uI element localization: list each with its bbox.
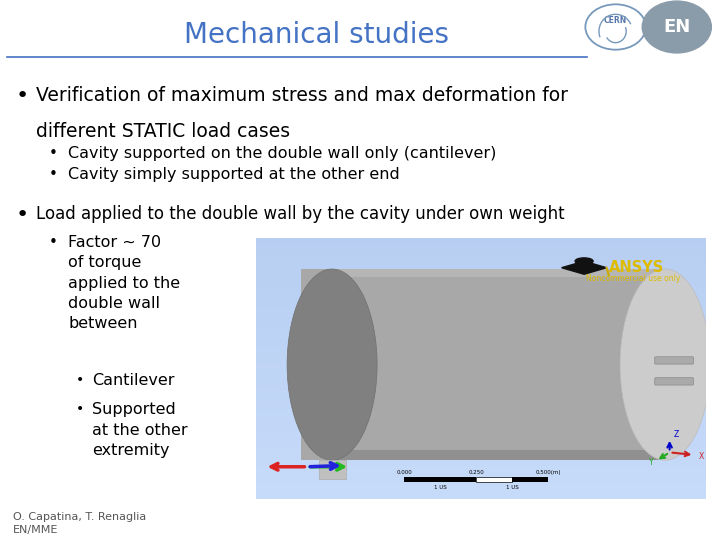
- FancyBboxPatch shape: [654, 377, 693, 385]
- Text: Cavity simply supported at the other end: Cavity simply supported at the other end: [68, 167, 400, 183]
- Text: Cantilever: Cantilever: [92, 373, 175, 388]
- Bar: [512, 477, 548, 482]
- Text: different STATIC load cases: different STATIC load cases: [36, 122, 290, 140]
- Text: X: X: [699, 452, 704, 461]
- Polygon shape: [332, 269, 665, 277]
- Bar: [404, 477, 476, 482]
- Ellipse shape: [575, 258, 593, 265]
- Text: Z: Z: [674, 429, 680, 438]
- Bar: [476, 477, 512, 482]
- Text: •: •: [16, 86, 29, 106]
- Ellipse shape: [287, 269, 377, 460]
- Text: 0.000: 0.000: [396, 470, 412, 475]
- Text: •: •: [49, 146, 58, 161]
- FancyBboxPatch shape: [654, 357, 693, 364]
- Text: •: •: [16, 205, 29, 225]
- Text: Y: Y: [649, 458, 654, 467]
- Text: Factor ~ 70
of torque
applied to the
double wall
between: Factor ~ 70 of torque applied to the dou…: [68, 235, 181, 332]
- Text: 0.500(m): 0.500(m): [536, 470, 561, 475]
- Text: 1 US: 1 US: [505, 484, 518, 490]
- Circle shape: [642, 1, 711, 53]
- Ellipse shape: [620, 269, 710, 460]
- Text: •: •: [49, 235, 58, 250]
- Text: 1 US: 1 US: [433, 484, 446, 490]
- Text: Noncommercial use only: Noncommercial use only: [586, 274, 680, 283]
- Text: ANSYS: ANSYS: [609, 260, 664, 275]
- Text: Cavity supported on the double wall only (cantilever): Cavity supported on the double wall only…: [68, 146, 497, 161]
- Text: EN: EN: [663, 18, 690, 36]
- Text: •: •: [76, 373, 84, 387]
- Polygon shape: [562, 261, 606, 274]
- Text: O. Capatina, T. Renaglia
EN/MME: O. Capatina, T. Renaglia EN/MME: [13, 512, 146, 535]
- Polygon shape: [301, 269, 665, 460]
- Text: Load applied to the double wall by the cavity under own weight: Load applied to the double wall by the c…: [36, 205, 564, 223]
- Text: •: •: [76, 402, 84, 416]
- Text: Supported
at the other
extremity: Supported at the other extremity: [92, 402, 188, 458]
- Text: CERN: CERN: [604, 16, 627, 25]
- Polygon shape: [332, 450, 665, 460]
- Text: 0.250: 0.250: [468, 470, 484, 475]
- Text: •: •: [49, 167, 58, 183]
- Bar: [319, 460, 346, 478]
- Text: Verification of maximum stress and max deformation for: Verification of maximum stress and max d…: [36, 86, 568, 105]
- Text: Mechanical studies: Mechanical studies: [184, 21, 449, 49]
